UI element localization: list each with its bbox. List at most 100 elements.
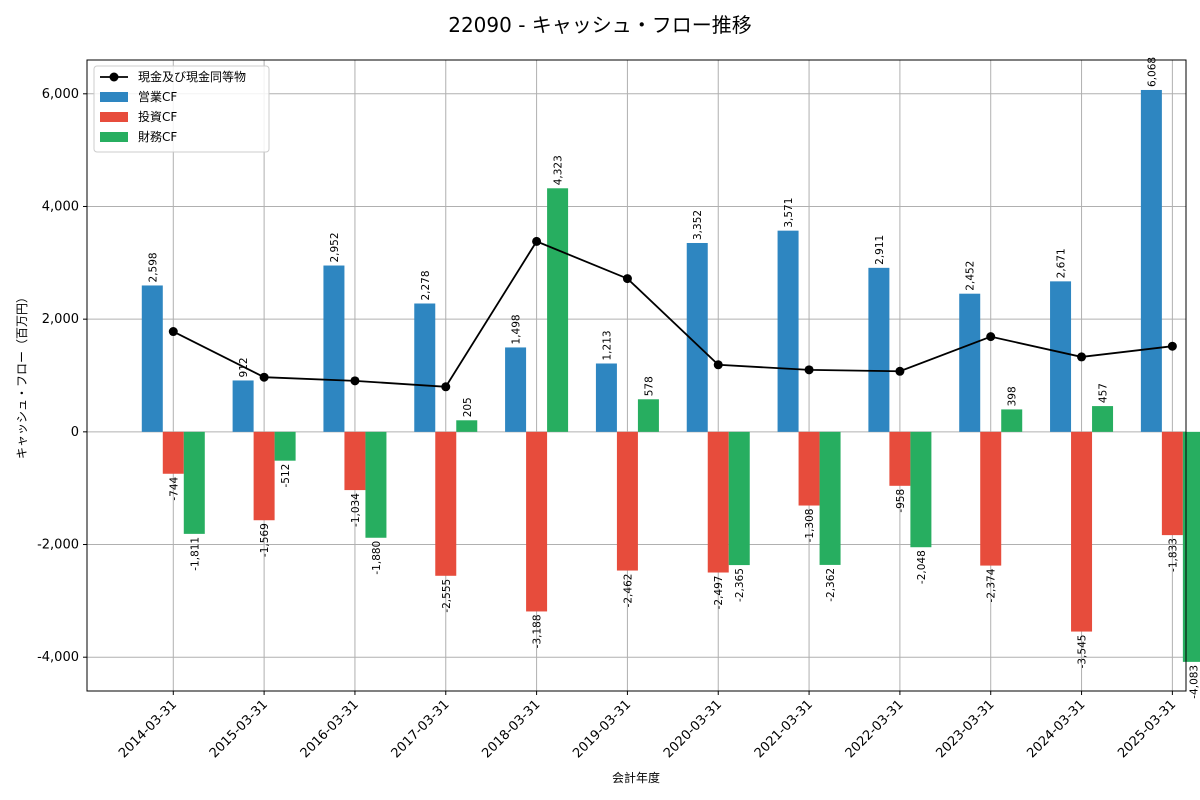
bar-value-label: -2,555 [441, 579, 453, 613]
bar-営業CF [686, 242, 708, 432]
bar-value-label: 4,323 [553, 155, 565, 185]
bar-value-label: -958 [895, 489, 907, 513]
x-tick-label: 2024-03-31 [1024, 697, 1088, 761]
bar-value-label: 3,571 [783, 198, 795, 228]
plot-frame [86, 59, 1187, 692]
bar-投資CF [616, 431, 638, 571]
bar-投資CF [526, 431, 548, 612]
bar-value-label: -2,497 [713, 576, 725, 610]
bar-value-label: 2,452 [965, 261, 977, 291]
bar-財務CF [1092, 406, 1114, 432]
bar-投資CF [707, 431, 729, 573]
x-tick-label: 2020-03-31 [661, 697, 725, 761]
legend-box [93, 65, 270, 153]
cash-line-point [713, 360, 723, 370]
bar-value-label: 6,068 [1146, 57, 1158, 87]
bar-投資CF [435, 431, 457, 576]
cash-line-point [168, 327, 178, 337]
grid-lines [87, 60, 1186, 691]
bar-value-label: -1,833 [1167, 538, 1179, 572]
x-tick-label: 2017-03-31 [389, 697, 453, 761]
y-tick-label: 6,000 [42, 87, 79, 102]
bar-営業CF [323, 265, 345, 432]
y-tick-label: 0 [71, 425, 79, 440]
cash-line-point [1167, 341, 1177, 351]
x-tick-label: 2015-03-31 [207, 697, 271, 761]
cash-line-point [532, 236, 542, 246]
cash-line-point [804, 365, 814, 375]
bar-value-label: 3,352 [692, 210, 704, 240]
bar-value-label: -744 [168, 476, 180, 500]
y-axis-label: キャッシュ・フロー（百万円） [15, 291, 29, 459]
bar-value-label: 1,213 [601, 330, 613, 360]
bar-投資CF [344, 431, 366, 491]
legend-entry: 財務CF [138, 129, 177, 144]
y-tick-label: -4,000 [37, 650, 79, 665]
bar-営業CF [141, 285, 163, 432]
legend-swatch-bar [100, 132, 128, 142]
cash-line-point [986, 332, 996, 342]
legend-swatch-bar [100, 92, 128, 102]
bar-value-label: 1,498 [511, 314, 523, 344]
x-tick-label: 2019-03-31 [570, 697, 634, 761]
bar-投資CF [980, 431, 1002, 566]
x-tick-label: 2018-03-31 [479, 697, 543, 761]
bar-営業CF [505, 347, 527, 432]
cash-line-point [1077, 352, 1087, 362]
bar-value-label: 2,598 [147, 252, 159, 282]
bar-value-label: 205 [462, 397, 474, 417]
bar-value-label: -1,880 [371, 541, 383, 575]
x-tick-label: 2016-03-31 [298, 697, 362, 761]
bar-営業CF [414, 303, 436, 432]
bar-value-label: -2,462 [622, 574, 634, 608]
cash-line-point [895, 366, 905, 376]
bar-財務CF [1001, 409, 1023, 432]
bar-value-label: 2,278 [420, 270, 432, 300]
x-axis-label: 会計年度 [612, 770, 660, 785]
bar-営業CF [868, 267, 890, 432]
bar-value-label: 2,911 [874, 235, 886, 265]
bars [141, 89, 1200, 662]
y-tick-label: 2,000 [42, 312, 79, 327]
bar-value-label: -1,308 [804, 509, 816, 543]
bar-営業CF [1140, 89, 1162, 432]
cash-line-path [172, 240, 1173, 388]
bar-value-label: -2,374 [986, 568, 998, 602]
bar-営業CF [777, 230, 799, 432]
x-tick-label: 2025-03-31 [1115, 697, 1179, 761]
bar-value-label: -1,569 [259, 523, 271, 557]
x-tick-label: 2014-03-31 [116, 697, 180, 761]
x-tick-label: 2022-03-31 [843, 697, 907, 761]
bar-財務CF [910, 431, 932, 548]
bar-value-label: -512 [280, 464, 292, 488]
bar-投資CF [1161, 431, 1183, 536]
y-tick-label: -2,000 [37, 538, 79, 553]
cash-line-point [441, 382, 451, 392]
legend-swatch-bar [100, 112, 128, 122]
bar-value-label: 578 [643, 376, 655, 396]
bar-value-label: -1,034 [350, 493, 362, 527]
bar-財務CF [728, 431, 750, 566]
bar-value-label: 398 [1007, 386, 1019, 406]
bar-投資CF [798, 431, 820, 506]
bar-value-label: 912 [238, 357, 250, 377]
bar-財務CF [456, 420, 478, 432]
legend-entry: 現金及び現金同等物 [138, 69, 246, 84]
bar-投資CF [162, 431, 184, 474]
bar-value-label: -1,811 [189, 537, 201, 571]
bar-財務CF [1182, 431, 1200, 662]
bar-財務CF [637, 399, 659, 432]
legend-swatch-marker [109, 72, 119, 82]
x-tick-label: 2021-03-31 [752, 697, 816, 761]
bar-財務CF [547, 188, 569, 432]
bar-財務CF [819, 431, 841, 565]
bar-value-label: -3,188 [532, 614, 544, 648]
bar-投資CF [889, 431, 911, 486]
bar-財務CF [274, 431, 296, 461]
legend-entry: 営業CF [138, 90, 177, 104]
bar-財務CF [183, 431, 205, 534]
legend-entry: 投資CF [138, 109, 177, 124]
cash-line [168, 236, 1177, 392]
